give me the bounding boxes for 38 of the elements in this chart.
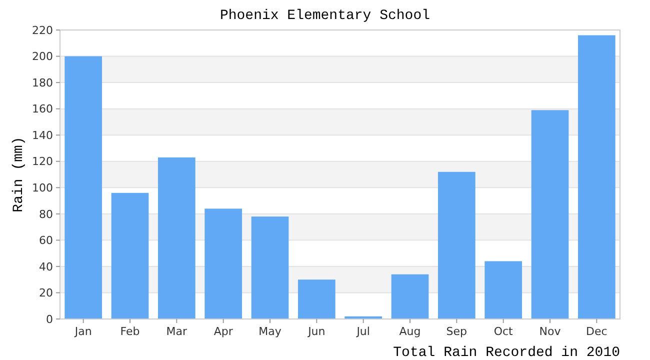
y-tick-label: 20 — [39, 286, 53, 300]
x-tick-label: Jan — [74, 325, 92, 338]
chart-title: Phoenix Elementary School — [220, 8, 430, 24]
y-tick-label: 120 — [32, 155, 53, 168]
bar — [298, 280, 336, 319]
y-tick-label: 220 — [32, 24, 53, 37]
y-tick-label: 160 — [32, 102, 53, 116]
x-tick-label: Mar — [166, 325, 188, 338]
bar — [484, 261, 522, 319]
bar — [578, 35, 616, 319]
x-tick-label: Jul — [356, 325, 370, 338]
x-tick-label: Apr — [214, 325, 234, 338]
x-tick-label: Feb — [120, 325, 140, 338]
y-tick-label: 140 — [32, 128, 53, 142]
y-tick-label: 60 — [39, 234, 53, 248]
bar — [438, 172, 476, 319]
bar — [204, 208, 242, 319]
x-axis-title: Total Rain Recorded in 2010 — [393, 345, 620, 360]
x-tick-label: Oct — [494, 325, 514, 338]
x-tick-label: Aug — [399, 325, 421, 338]
bar — [64, 56, 102, 319]
bar — [158, 157, 196, 319]
x-tick-label: Sep — [446, 325, 468, 338]
y-tick-label: 200 — [32, 50, 53, 64]
y-axis-title: Rain (mm) — [11, 136, 27, 212]
y-tick-label: 100 — [32, 181, 53, 194]
y-tick-label: 40 — [39, 260, 53, 274]
y-tick-label: 0 — [46, 312, 53, 326]
bar — [531, 110, 569, 319]
bar — [111, 192, 149, 319]
x-tick-label: Dec — [586, 325, 608, 338]
x-tick-label: Nov — [539, 325, 562, 338]
x-tick-label: Jun — [307, 325, 326, 338]
bar — [391, 274, 429, 319]
y-tick-label: 180 — [32, 76, 53, 90]
x-tick-label: May — [258, 325, 282, 338]
y-tick-label: 80 — [39, 208, 53, 221]
bar — [251, 216, 289, 319]
